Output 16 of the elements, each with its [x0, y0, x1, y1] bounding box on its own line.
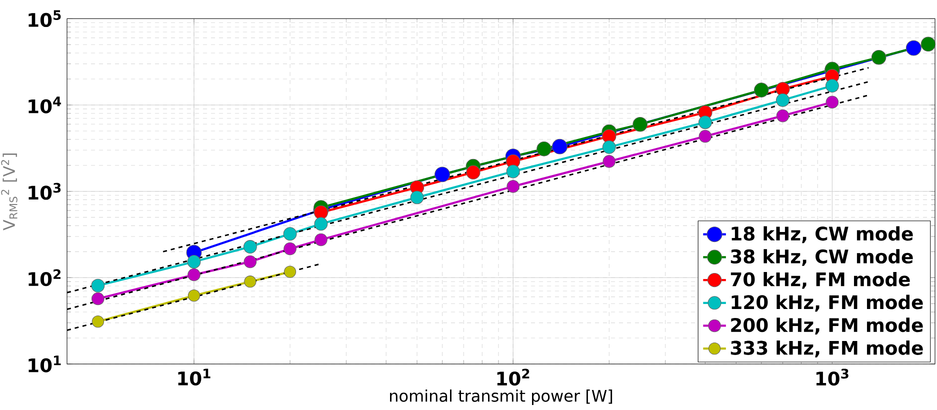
legend-label: 120 kHz, FM mode	[732, 294, 923, 312]
y-tick-label: 10$^{5}$	[28, 10, 61, 28]
y-tick-label: 10$^{2}$	[28, 269, 60, 286]
x-tick-label: 10$^{1}$	[178, 368, 210, 386]
legend-label: 18 kHz, CW mode	[732, 226, 913, 244]
legend-label: 38 kHz, CW mode	[730, 249, 913, 266]
y-tick-label: 10$^{3}$	[28, 182, 61, 200]
legend-label: 333 kHz, FM mode	[730, 340, 923, 358]
legend-label: 200 kHz, FM mode	[731, 318, 923, 334]
y-tick-label: 10$^{4}$	[28, 96, 62, 114]
legend-label: 70 kHz, FM mode	[730, 272, 910, 289]
x-tick-label: 10$^{2}$	[497, 368, 530, 386]
x-axis-title: nominal transmit power [W]	[390, 389, 612, 405]
y-tick-label: 10$^{1}$	[28, 356, 61, 372]
y-axis-title: V$_{RMS}$$^{2}$ [V$^{2}$]	[1, 153, 18, 230]
x-tick-label: 10$^{3}$	[816, 368, 848, 386]
